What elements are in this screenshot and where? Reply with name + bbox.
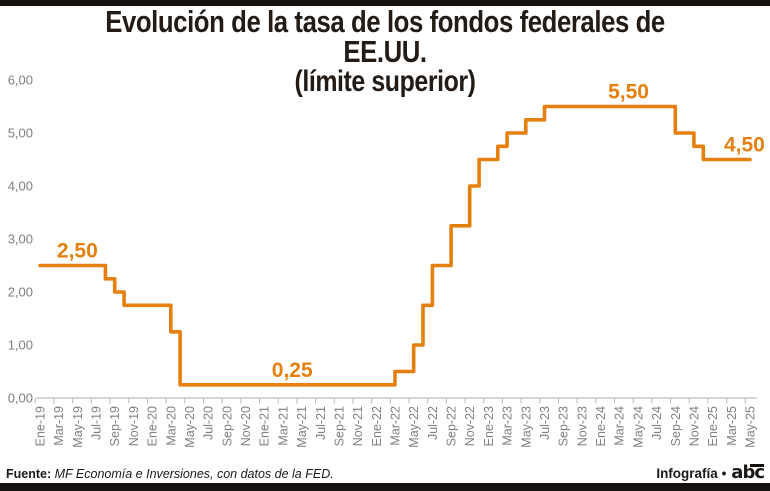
x-tick-label: May-19 [71, 406, 85, 448]
x-tick-label: Jul-24 [650, 406, 664, 440]
x-tick-label: Ene-20 [146, 406, 160, 446]
x-tick-label: Ene-24 [594, 406, 608, 446]
footer: Fuente: MF Economía e Inversiones, con d… [0, 461, 770, 483]
x-tick-label: May-22 [407, 406, 421, 448]
y-tick-label: 3,00 [8, 232, 33, 247]
bottom-bar [0, 483, 770, 491]
y-tick-label: 2,00 [8, 285, 33, 300]
y-tick-label: 5,00 [8, 126, 33, 141]
x-tick-label: Mar-20 [164, 406, 178, 446]
x-tick-label: Jul-20 [202, 406, 216, 440]
x-tick-label: Jul-23 [538, 406, 552, 440]
x-tick-label: Jul-19 [90, 406, 104, 440]
abc-logo: abc [731, 461, 765, 483]
chart-title: Evolución de la tasa de los fondos feder… [65, 4, 704, 98]
rate-step-line [38, 104, 752, 387]
value-label-0-25: 0,25 [272, 359, 313, 382]
x-tick-label: Ene-22 [370, 406, 384, 446]
top-bar [0, 0, 770, 6]
x-tick-label: Sep-24 [669, 406, 683, 446]
x-tick-label: Nov-21 [351, 406, 365, 446]
chart-title-line1: Evolución de la tasa de los fondos feder… [105, 4, 665, 69]
x-tick-label: Nov-24 [687, 406, 701, 446]
value-label-2-50: 2,50 [57, 240, 98, 263]
source-text: MF Economía e Inversiones, con datos de … [54, 466, 334, 481]
x-tick-label: Sep-19 [108, 406, 122, 446]
x-tick-label: Sep-22 [445, 406, 459, 446]
x-tick-label: Nov-20 [239, 406, 253, 446]
x-tick-label: Ene-19 [34, 406, 48, 446]
value-label-5-50: 5,50 [608, 81, 649, 104]
x-tick-label: Mar-24 [613, 406, 627, 446]
source-note: Fuente: MF Economía e Inversiones, con d… [6, 467, 334, 481]
x-tick-label: Ene-25 [706, 406, 720, 446]
value-label-4-50: 4,50 [724, 134, 765, 157]
x-tick-label: Jul-21 [314, 406, 328, 440]
x-tick-label: Nov-19 [127, 406, 141, 446]
x-tick-label: Sep-23 [557, 406, 571, 446]
x-tick-label: Mar-19 [52, 406, 66, 446]
credit-label: Infografía • [656, 466, 727, 481]
x-tick-label: Nov-22 [463, 406, 477, 446]
x-tick-label: Ene-21 [258, 406, 272, 446]
x-tick-label: May-23 [519, 406, 533, 448]
y-tick-label: 6,00 [8, 73, 33, 88]
x-tick-label: Jul-22 [426, 406, 440, 440]
x-tick-label: Nov-23 [575, 406, 589, 446]
x-tick-label: Mar-23 [501, 406, 515, 446]
x-tick-label: Mar-22 [389, 406, 403, 446]
x-tick-label: Sep-20 [220, 406, 234, 446]
x-tick-label: May-21 [295, 406, 309, 448]
x-tick-label: Sep-21 [332, 406, 346, 446]
credit: Infografía • abc [656, 461, 765, 483]
y-tick-label: 0,00 [8, 391, 33, 406]
chart-title-line2: (límite superior) [294, 65, 476, 98]
x-tick-label: Mar-25 [725, 406, 739, 446]
x-tick-label: Ene-23 [482, 406, 496, 446]
x-tick-label: May-24 [631, 406, 645, 448]
x-tick-label: May-20 [183, 406, 197, 448]
y-tick-label: 1,00 [8, 338, 33, 353]
x-tick-label: May-25 [744, 406, 758, 448]
x-tick-label: Mar-21 [276, 406, 290, 446]
source-label: Fuente: [6, 466, 52, 481]
y-tick-label: 4,00 [8, 179, 33, 194]
